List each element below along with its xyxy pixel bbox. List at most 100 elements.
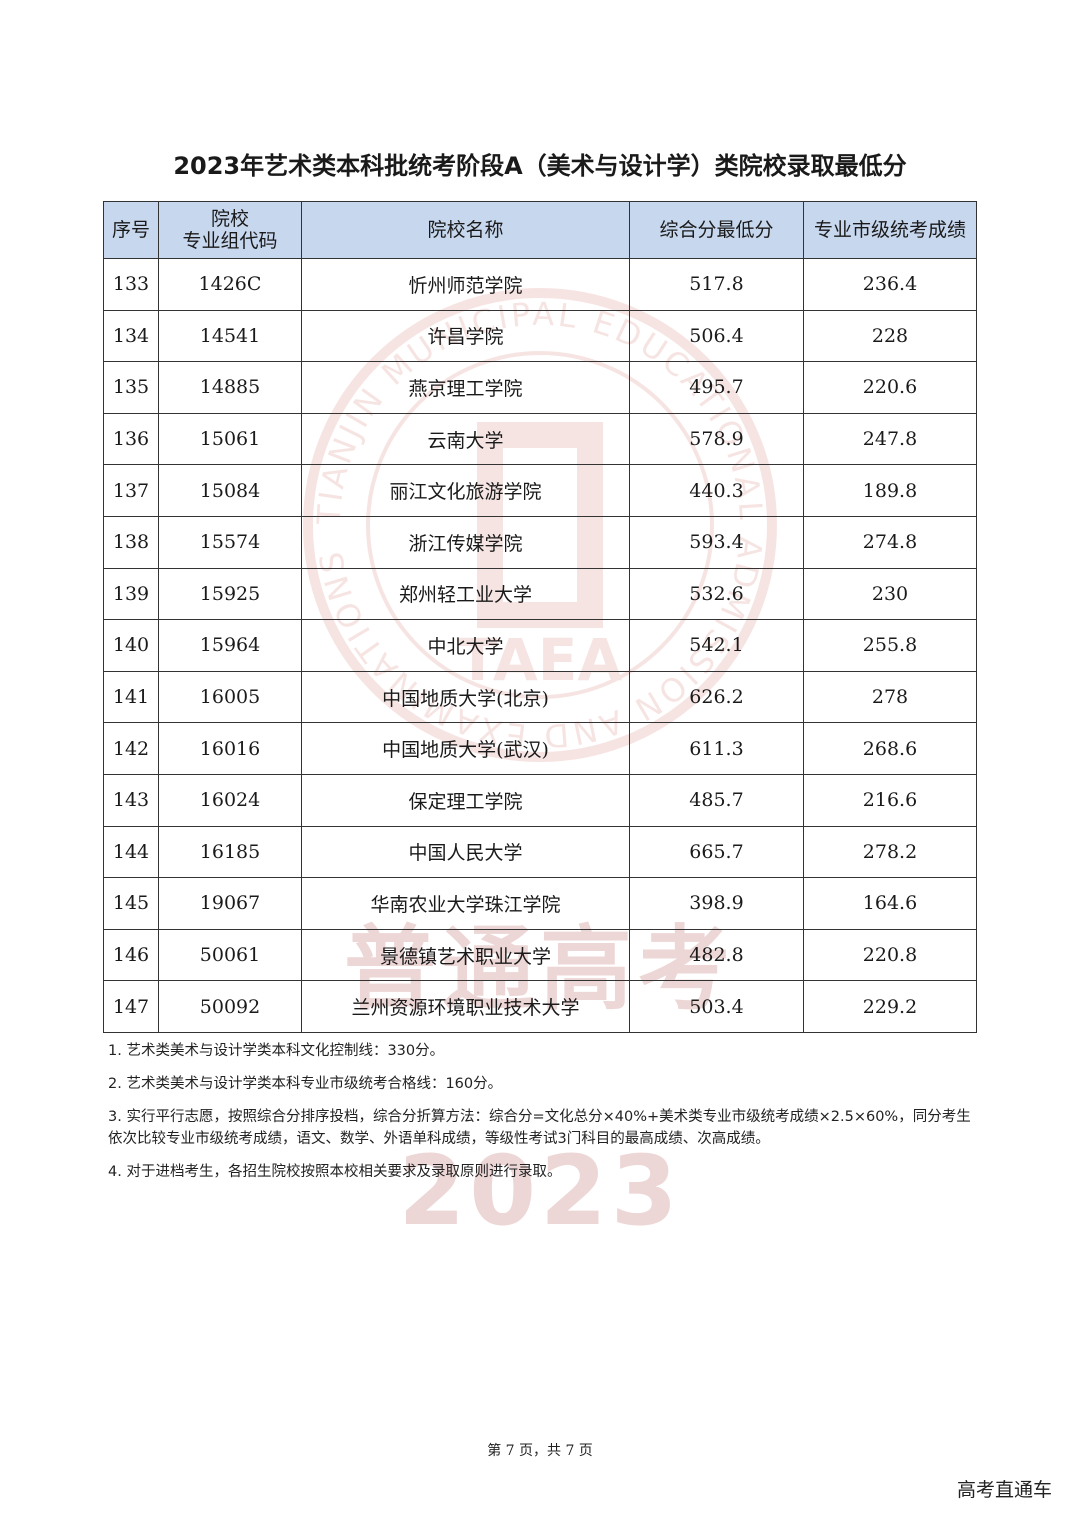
header-code-line1: 院校 <box>210 208 249 230</box>
cell-name: 中国地质大学(武汉) <box>301 722 630 775</box>
table-row: 143 16024 保定理工学院 485.7 216.6 <box>103 773 977 827</box>
cell-min-total: 578.9 <box>629 412 804 466</box>
cell-min-total: 495.7 <box>629 361 804 414</box>
cell-code: 15574 <box>158 515 302 569</box>
cell-code: 15084 <box>158 464 302 517</box>
table-row: 134 14541 许昌学院 506.4 228 <box>103 309 977 363</box>
cell-major-score: 268.6 <box>803 722 977 775</box>
cell-code: 16016 <box>158 722 302 775</box>
cell-code: 15061 <box>158 412 302 466</box>
note-3: 3. 实行平行志愿，按照综合分排序投档，综合分折算方法：综合分=文化总分×40%… <box>108 1109 971 1147</box>
cell-seq: 142 <box>103 722 159 775</box>
header-major-score: 专业市级统考成绩 <box>803 201 977 259</box>
cell-code: 19067 <box>158 877 302 930</box>
cell-min-total: 503.4 <box>629 980 804 1033</box>
cell-major-score: 230 <box>803 567 977 621</box>
cell-code: 15925 <box>158 567 302 621</box>
cell-seq: 144 <box>103 825 159 879</box>
cell-min-total: 593.4 <box>629 515 804 569</box>
cell-name: 云南大学 <box>301 412 630 466</box>
cell-name: 丽江文化旅游学院 <box>301 464 630 517</box>
table-row: 142 16016 中国地质大学(武汉) 611.3 268.6 <box>103 722 977 775</box>
cell-code: 14885 <box>158 361 302 414</box>
notes-section: 1. 艺术类美术与设计学类本科文化控制线：330分。 2. 艺术类美术与设计学类… <box>108 1040 980 1194</box>
cell-major-score: 228 <box>803 309 977 363</box>
cell-code: 16005 <box>158 670 302 724</box>
cell-seq: 139 <box>103 567 159 621</box>
cell-major-score: 278.2 <box>803 825 977 879</box>
cell-code: 15964 <box>158 619 302 672</box>
cell-seq: 135 <box>103 361 159 414</box>
cell-seq: 147 <box>103 980 159 1033</box>
cell-min-total: 398.9 <box>629 877 804 930</box>
table-row: 144 16185 中国人民大学 665.7 278.2 <box>103 825 977 879</box>
cell-major-score: 220.8 <box>803 928 977 982</box>
cell-name: 中北大学 <box>301 619 630 672</box>
cell-seq: 141 <box>103 670 159 724</box>
cell-code: 50092 <box>158 980 302 1033</box>
cell-min-total: 440.3 <box>629 464 804 517</box>
table-row: 135 14885 燕京理工学院 495.7 220.6 <box>103 361 977 414</box>
note-1: 1. 艺术类美术与设计学类本科文化控制线：330分。 <box>108 1043 445 1059</box>
header-seq: 序号 <box>103 201 159 259</box>
cell-name: 保定理工学院 <box>301 773 630 827</box>
cell-name: 中国地质大学(北京) <box>301 670 630 724</box>
cell-name: 中国人民大学 <box>301 825 630 879</box>
cell-seq: 138 <box>103 515 159 569</box>
brand-watermark: 高考直通车 <box>956 1479 1052 1501</box>
header-name: 院校名称 <box>301 201 630 259</box>
cell-min-total: 485.7 <box>629 773 804 827</box>
cell-major-score: 255.8 <box>803 619 977 672</box>
header-code-line2: 专业组代码 <box>182 230 278 252</box>
admission-score-table: 序号 院校 专业组代码 院校名称 综合分最低分 专业市级统考成绩 133 1426… <box>103 201 977 1033</box>
note-2: 2. 艺术类美术与设计学类本科专业市级统考合格线：160分。 <box>108 1076 503 1092</box>
table-row: 141 16005 中国地质大学(北京) 626.2 278 <box>103 670 977 724</box>
page-title: 2023年艺术类本科批统考阶段A（美术与设计学）类院校录取最低分 <box>173 152 907 180</box>
cell-code: 50061 <box>158 928 302 982</box>
cell-major-score: 278 <box>803 670 977 724</box>
cell-major-score: 229.2 <box>803 980 977 1033</box>
table-row: 133 1426C 忻州师范学院 517.8 236.4 <box>103 258 977 311</box>
cell-min-total: 611.3 <box>629 722 804 775</box>
note-4: 4. 对于进档考生，各招生院校按照本校相关要求及录取原则进行录取。 <box>108 1164 562 1180</box>
cell-min-total: 482.8 <box>629 928 804 982</box>
cell-name: 华南农业大学珠江学院 <box>301 877 630 930</box>
table-header-row: 序号 院校 专业组代码 院校名称 综合分最低分 专业市级统考成绩 <box>103 201 977 259</box>
cell-min-total: 542.1 <box>629 619 804 672</box>
cell-code: 14541 <box>158 309 302 363</box>
cell-min-total: 532.6 <box>629 567 804 621</box>
table-row: 138 15574 浙江传媒学院 593.4 274.8 <box>103 515 977 569</box>
cell-seq: 145 <box>103 877 159 930</box>
cell-major-score: 216.6 <box>803 773 977 827</box>
cell-seq: 137 <box>103 464 159 517</box>
cell-major-score: 274.8 <box>803 515 977 569</box>
page-number: 第 7 页，共 7 页 <box>487 1443 593 1459</box>
cell-min-total: 626.2 <box>629 670 804 724</box>
cell-major-score: 164.6 <box>803 877 977 930</box>
cell-code: 1426C <box>158 258 302 311</box>
cell-name: 浙江传媒学院 <box>301 515 630 569</box>
cell-code: 16185 <box>158 825 302 879</box>
cell-name: 兰州资源环境职业技术大学 <box>301 980 630 1033</box>
table-row: 136 15061 云南大学 578.9 247.8 <box>103 412 977 466</box>
table-row: 139 15925 郑州轻工业大学 532.6 230 <box>103 567 977 621</box>
table-row: 145 19067 华南农业大学珠江学院 398.9 164.6 <box>103 877 977 930</box>
cell-major-score: 247.8 <box>803 412 977 466</box>
table-body: 133 1426C 忻州师范学院 517.8 236.4 134 14541 许昌学院 506.… <box>103 258 977 1033</box>
cell-seq: 136 <box>103 412 159 466</box>
cell-seq: 134 <box>103 309 159 363</box>
cell-name: 忻州师范学院 <box>301 258 630 311</box>
cell-name: 许昌学院 <box>301 309 630 363</box>
cell-min-total: 517.8 <box>629 258 804 311</box>
cell-min-total: 506.4 <box>629 309 804 363</box>
cell-seq: 140 <box>103 619 159 672</box>
cell-major-score: 189.8 <box>803 464 977 517</box>
header-min-total: 综合分最低分 <box>629 201 804 259</box>
cell-code: 16024 <box>158 773 302 827</box>
cell-major-score: 220.6 <box>803 361 977 414</box>
table-row: 146 50061 景德镇艺术职业大学 482.8 220.8 <box>103 928 977 982</box>
cell-name: 郑州轻工业大学 <box>301 567 630 621</box>
table-row: 140 15964 中北大学 542.1 255.8 <box>103 619 977 672</box>
cell-seq: 133 <box>103 258 159 311</box>
cell-name: 景德镇艺术职业大学 <box>301 928 630 982</box>
